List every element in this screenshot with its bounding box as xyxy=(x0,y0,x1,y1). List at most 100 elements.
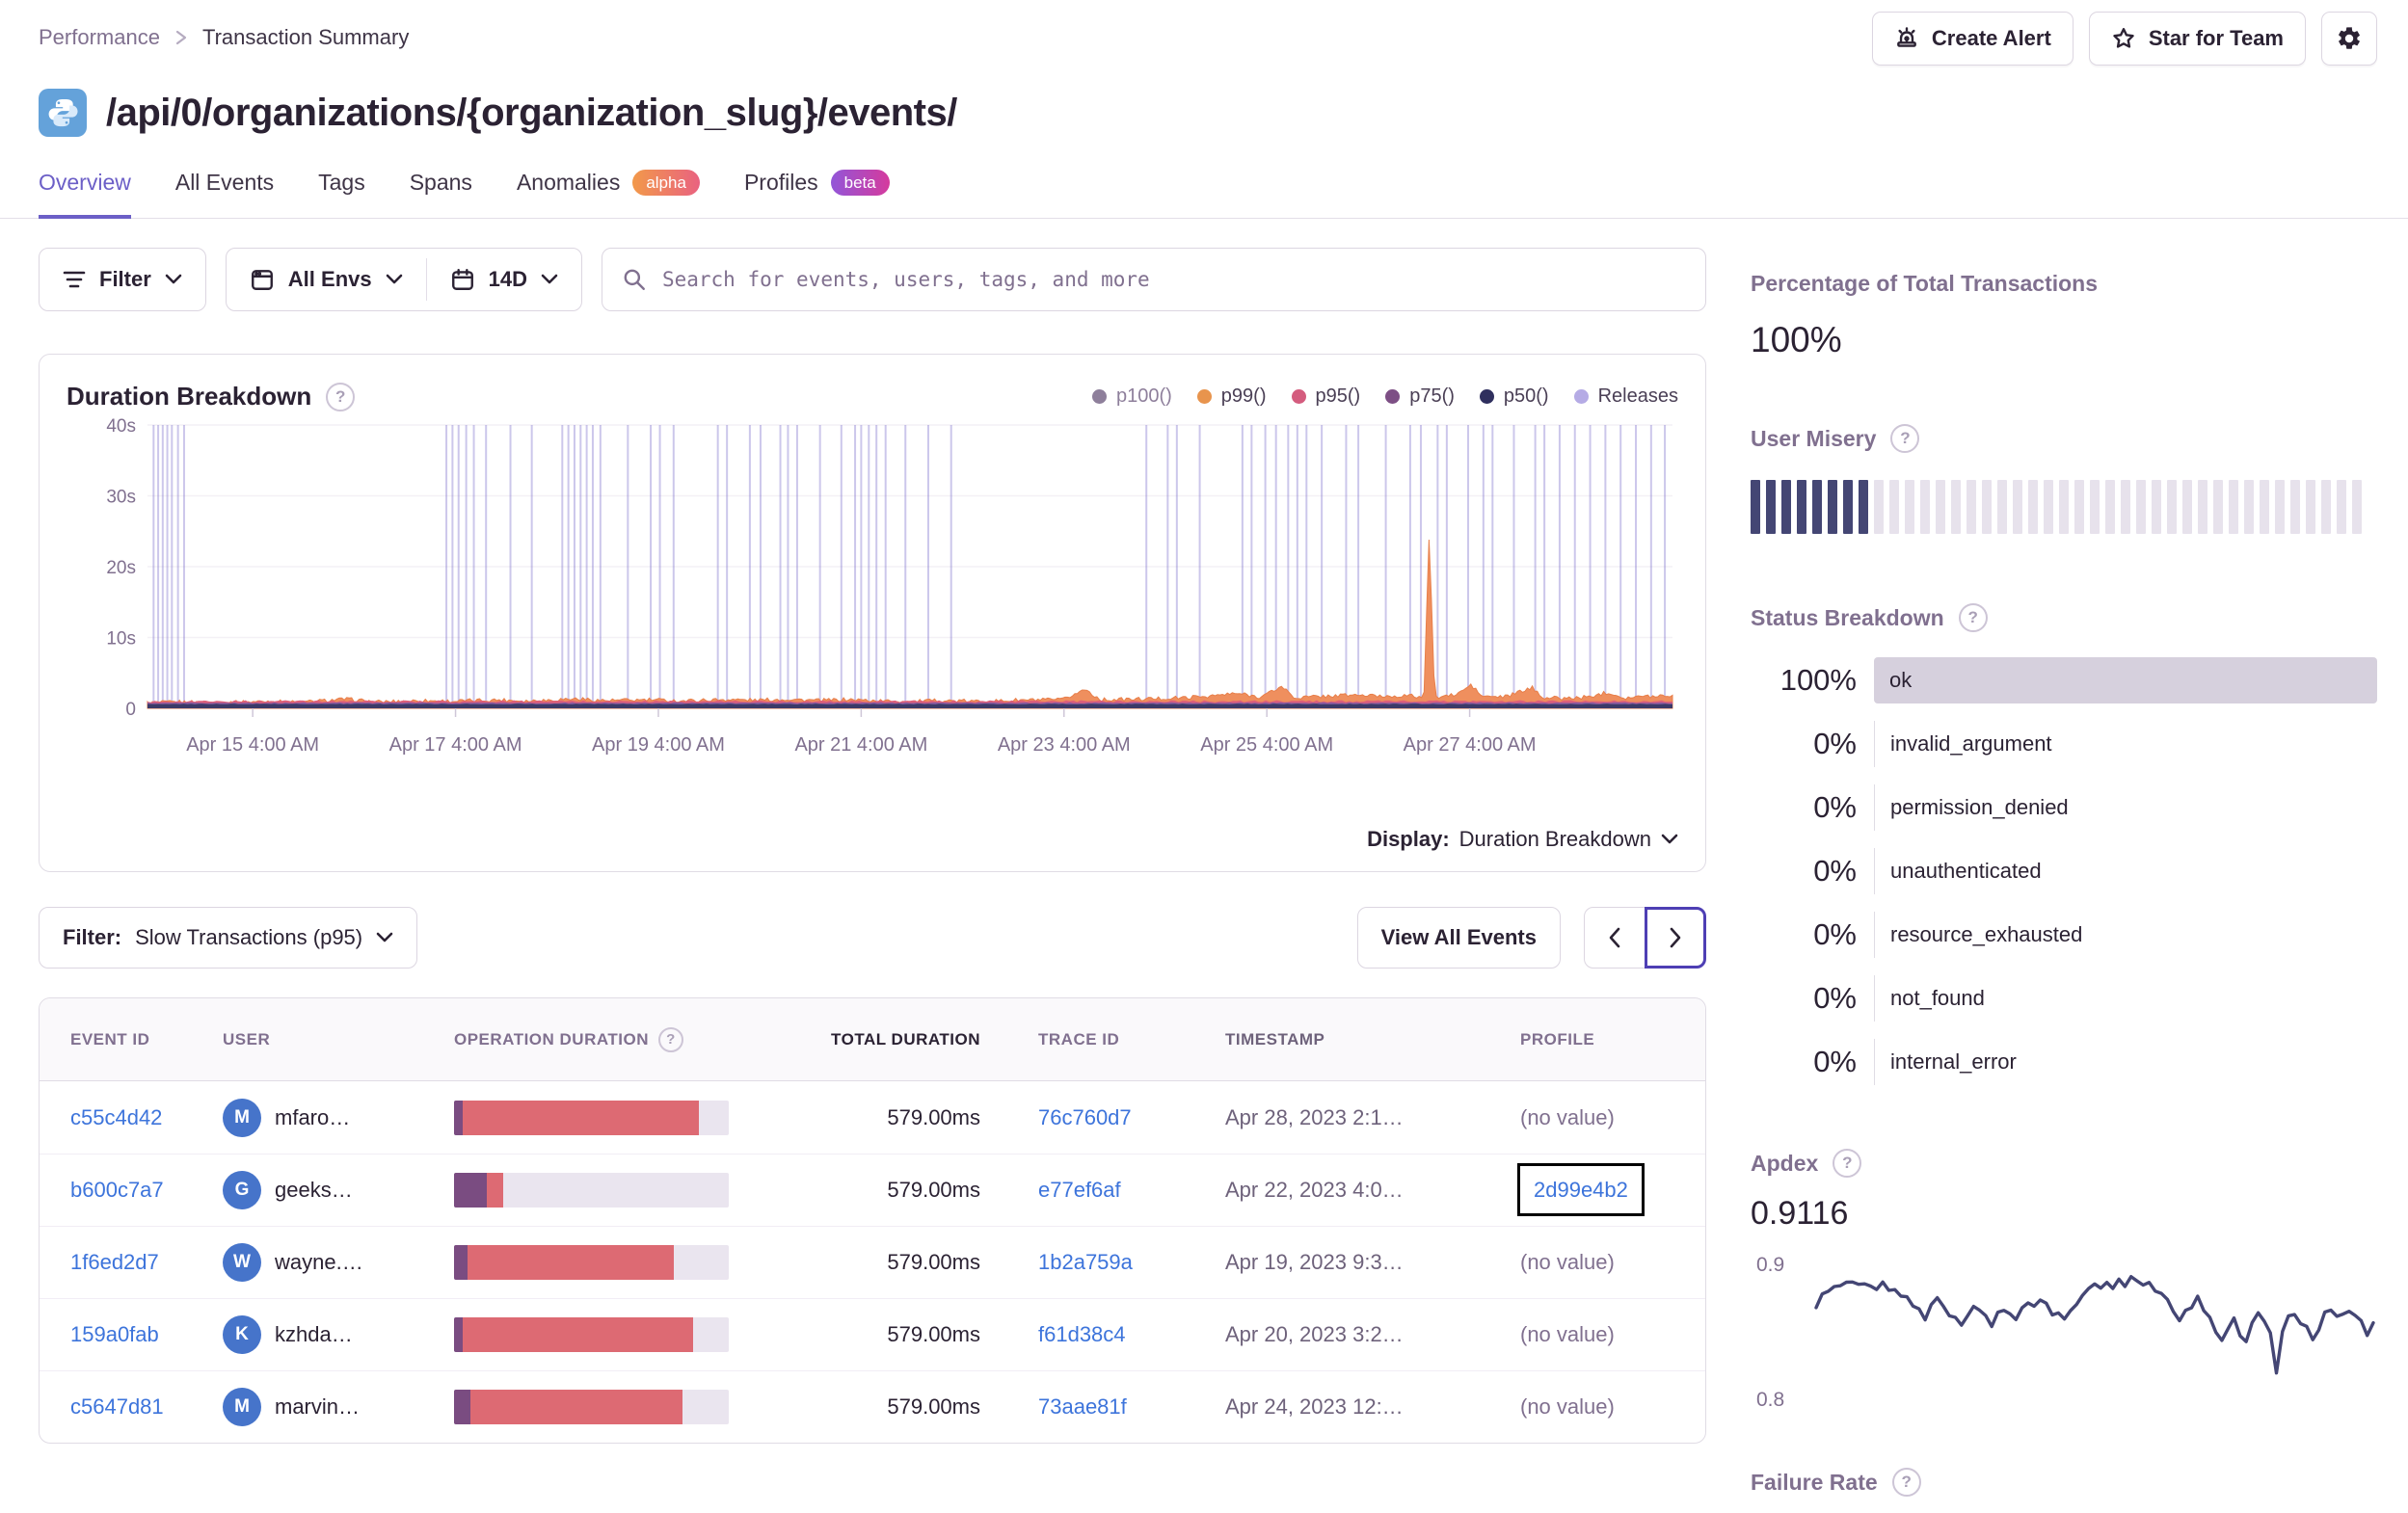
tab-label: All Events xyxy=(174,170,275,195)
event-id-link[interactable]: 159a0fab xyxy=(70,1322,159,1346)
help-icon[interactable]: ? xyxy=(1891,1468,1921,1497)
create-alert-button[interactable]: Create Alert xyxy=(1871,12,2074,66)
misery-segment xyxy=(2167,480,2177,534)
legend-item-p99[interactable]: p99() xyxy=(1196,385,1267,408)
misery-segment xyxy=(1905,480,1914,534)
profile-cell: (no value) xyxy=(1520,1322,1615,1346)
y-axis-tick: 0 xyxy=(125,700,136,720)
next-page-button[interactable] xyxy=(1645,907,1706,969)
timestamp-cell: Apr 20, 2023 3:2… xyxy=(1225,1322,1404,1346)
misery-segment xyxy=(1828,480,1837,534)
avatar: G xyxy=(223,1171,261,1209)
column-header-profile[interactable]: PROFILE xyxy=(1520,1029,1595,1048)
trace-id-link[interactable]: 73aae81f xyxy=(1038,1394,1127,1419)
tab-anomalies[interactable]: Anomalies alpha xyxy=(517,170,700,219)
misery-segment xyxy=(2352,480,2362,534)
help-icon[interactable]: ? xyxy=(1890,424,1920,453)
event-id-link[interactable]: 1f6ed2d7 xyxy=(70,1250,159,1274)
event-id-cell: c55c4d42 xyxy=(40,1105,223,1130)
transactions-filter-dropdown[interactable]: Filter: Slow Transactions (p95) xyxy=(39,907,418,969)
profile-link[interactable]: 2d99e4b2 xyxy=(1517,1163,1645,1216)
apdex-ymax-label: 0.9 xyxy=(1756,1254,1785,1276)
legend-item-p95[interactable]: p95() xyxy=(1291,385,1361,408)
trace-id-link[interactable]: e77ef6af xyxy=(1038,1178,1121,1202)
timestamp-cell: Apr 19, 2023 9:3… xyxy=(1225,1250,1404,1274)
column-header-user[interactable]: USER xyxy=(223,1029,271,1048)
column-header-total-duration[interactable]: TOTAL DURATION xyxy=(831,1029,980,1048)
column-header-trace-id[interactable]: TRACE ID xyxy=(1038,1029,1120,1048)
legend-label: p99() xyxy=(1220,385,1267,407)
tab-overview[interactable]: Overview xyxy=(39,170,131,219)
column-header-timestamp[interactable]: TIMESTAMP xyxy=(1225,1029,1325,1048)
legend-label: p100() xyxy=(1115,385,1172,407)
total-transactions-section: Percentage of Total Transactions 100% xyxy=(1751,271,2377,360)
apdex-section: Apdex ? 0.9116 0.9 0.8 xyxy=(1751,1149,2377,1425)
operation-duration-cell xyxy=(454,1245,791,1280)
event-id-cell: 1f6ed2d7 xyxy=(40,1250,223,1275)
date-range-selector[interactable]: 14D xyxy=(427,249,581,310)
environment-selector[interactable]: All Envs xyxy=(227,249,426,310)
op-segment-red xyxy=(468,1245,674,1280)
event-id-cell: 159a0fab xyxy=(40,1322,223,1347)
trace-id-link[interactable]: 1b2a759a xyxy=(1038,1250,1133,1274)
settings-button[interactable] xyxy=(2321,12,2377,66)
status-label: resource_exhausted xyxy=(1874,912,2377,958)
events-table: EVENT ID USER OPERATION DURATION? TOTAL DUR… xyxy=(39,997,1706,1444)
tab-spans[interactable]: Spans xyxy=(410,170,472,219)
column-header-event-id[interactable]: EVENT ID xyxy=(70,1029,150,1048)
misery-segment xyxy=(1766,480,1776,534)
chevron-left-icon xyxy=(1609,927,1620,948)
misery-segment xyxy=(2275,480,2285,534)
search-input[interactable] xyxy=(661,268,1686,291)
trace-id-cell: 73aae81f xyxy=(1003,1394,1196,1420)
x-axis-tick: Apr 27 4:00 AM xyxy=(1404,734,1537,756)
misery-segment xyxy=(2044,480,2053,534)
star-for-team-button[interactable]: Star for Team xyxy=(2088,12,2306,66)
breadcrumb: Performance Transaction Summary xyxy=(39,12,409,50)
chevron-right-icon xyxy=(1670,927,1681,948)
apdex-sparkline-svg xyxy=(1814,1275,2375,1375)
tab-tags[interactable]: Tags xyxy=(318,170,365,219)
tab-all-events[interactable]: All Events xyxy=(175,170,274,219)
tab-profiles[interactable]: Profiles beta xyxy=(744,170,890,219)
legend-item-p50[interactable]: p50() xyxy=(1479,385,1549,408)
event-id-link[interactable]: c55c4d42 xyxy=(70,1104,163,1129)
trace-id-link[interactable]: 76c760d7 xyxy=(1038,1104,1132,1129)
breadcrumb-performance[interactable]: Performance xyxy=(39,25,160,49)
legend-item-Releases[interactable]: Releases xyxy=(1573,385,1678,408)
misery-segment xyxy=(1997,480,2007,534)
legend-label: p95() xyxy=(1315,385,1361,407)
misery-segment xyxy=(1920,480,1930,534)
legend-item-p75[interactable]: p75() xyxy=(1385,385,1455,408)
duration-chart-svg: 40s 30s 20s 10s 0 Apr 15 4:00 AM Apr 17 4:00 A… xyxy=(106,416,1673,756)
trace-id-link[interactable]: f61d38c4 xyxy=(1038,1322,1126,1346)
help-icon[interactable]: ? xyxy=(1833,1149,1862,1178)
op-segment-purple xyxy=(454,1100,463,1135)
view-all-events-button[interactable]: View All Events xyxy=(1356,907,1561,969)
filter-dropdown[interactable]: Filter xyxy=(39,248,206,311)
event-id-link[interactable]: c5647d81 xyxy=(70,1394,164,1419)
user-name: geeks… xyxy=(275,1178,353,1202)
help-icon[interactable]: ? xyxy=(326,382,356,411)
display-selector[interactable]: Duration Breakdown xyxy=(1459,827,1678,852)
legend-label: p50() xyxy=(1503,385,1549,407)
misery-segment xyxy=(2213,480,2223,534)
chevron-right-icon xyxy=(175,30,187,45)
user-name: marvin… xyxy=(275,1394,361,1419)
tab-label: Profiles xyxy=(743,170,818,195)
misery-segment xyxy=(2290,480,2300,534)
help-icon[interactable]: ? xyxy=(1958,603,1988,632)
help-icon[interactable]: ? xyxy=(657,1026,683,1052)
column-header-operation-duration[interactable]: OPERATION DURATION? xyxy=(454,1026,791,1052)
legend-item-p100[interactable]: p100() xyxy=(1091,385,1172,408)
event-id-link[interactable]: b600c7a7 xyxy=(70,1178,164,1202)
total-transactions-value: 100% xyxy=(1751,320,1842,359)
event-id-cell: c5647d81 xyxy=(40,1394,223,1420)
event-id-cell: b600c7a7 xyxy=(40,1178,223,1203)
calendar-icon xyxy=(451,269,473,290)
misery-segment xyxy=(2244,480,2254,534)
previous-page-button[interactable] xyxy=(1584,907,1645,969)
